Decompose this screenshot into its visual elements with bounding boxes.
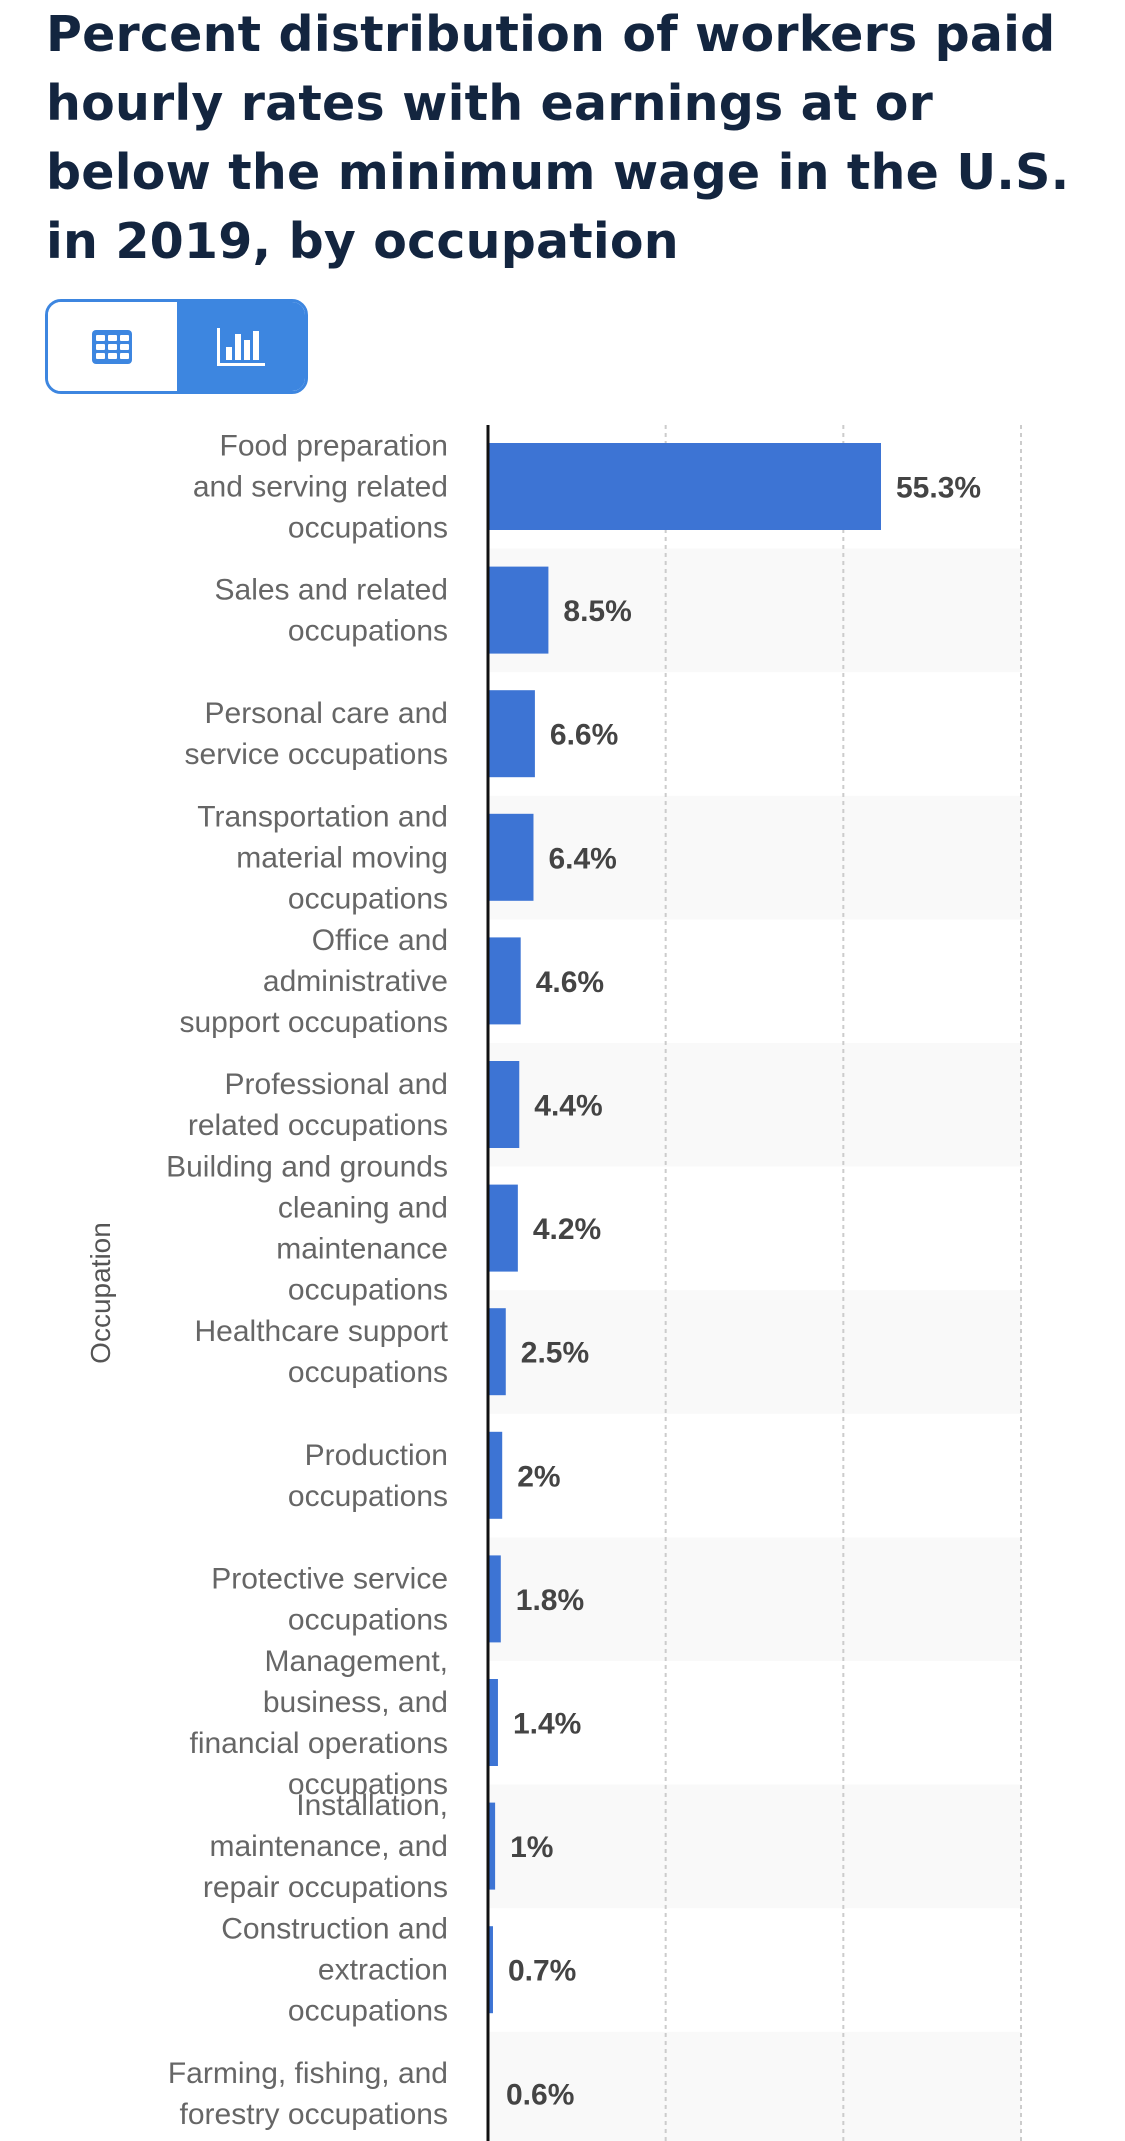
value-label: 8.5% (563, 595, 631, 628)
gridlines (664, 425, 1022, 2141)
bar[interactable] (488, 1308, 506, 1396)
category-label: Construction and extraction occupations (221, 1913, 448, 2028)
bar[interactable] (488, 443, 881, 530)
category-label: Sales and related occupations (215, 574, 449, 648)
category-label: Protective service occupations (211, 1562, 448, 1636)
bar[interactable] (488, 1431, 503, 1519)
value-label: 1% (510, 1831, 553, 1864)
value-label: 55.3% (896, 472, 981, 505)
category-labels: Food preparation and serving related occup… (166, 430, 449, 2131)
row-stripe (488, 2031, 1021, 2141)
bar[interactable] (488, 1802, 496, 1890)
view-toggle (45, 299, 308, 394)
category-label: Production occupations (288, 1439, 448, 1513)
value-label: 6.4% (548, 842, 616, 875)
bar[interactable] (488, 1926, 493, 2014)
value-label: 2% (517, 1460, 560, 1493)
value-label: 4.4% (534, 1090, 602, 1123)
row-stripe (488, 795, 1021, 920)
bar[interactable] (488, 937, 521, 1025)
category-label: Food preparation and serving related occup… (193, 430, 448, 545)
category-label: Management, business, and financial operat… (189, 1645, 448, 1801)
y-axis-title: Occupation (85, 1222, 116, 1364)
category-label: Professional and related occupations (188, 1068, 448, 1142)
row-stripe (488, 1290, 1021, 1414)
category-label: Farming, fishing, and forestry occupation… (168, 2057, 448, 2131)
chart-title: Percent distribution of workers paid hou… (46, 6, 1070, 270)
bar[interactable] (488, 1679, 498, 1766)
bar[interactable] (488, 566, 549, 654)
row-stripe (488, 1537, 1021, 1661)
row-stripes (488, 548, 1021, 2141)
bar[interactable] (488, 813, 534, 901)
bar[interactable] (488, 690, 535, 778)
bars (488, 443, 881, 2014)
category-label: Personal care and service occupations (185, 697, 448, 771)
category-label: Installation, maintenance, and repair occu… (203, 1789, 448, 1904)
table-view-button[interactable] (48, 302, 177, 391)
value-labels: 55.3% 8.5% 6.6% 6.4% 4.6% 4.4% 4.2% 2.5% 2% 1.8% 1… (506, 472, 981, 2112)
category-label: Office and administrative support occupati… (179, 924, 448, 1039)
row-stripe (488, 1784, 1021, 1909)
bar[interactable] (488, 1555, 501, 1643)
row-stripe (488, 548, 1021, 673)
value-label: 1.8% (516, 1584, 584, 1617)
chart-view-button[interactable] (176, 302, 305, 391)
value-label: 6.6% (550, 719, 618, 752)
bar[interactable] (488, 1184, 518, 1272)
table-icon (92, 329, 133, 364)
bar[interactable] (488, 1061, 520, 1148)
category-label: Transportation and material moving occupat… (197, 800, 448, 915)
value-label: 1.4% (513, 1708, 581, 1741)
category-label: Healthcare support occupations (195, 1315, 449, 1389)
value-label: 4.6% (536, 966, 604, 999)
value-label: 0.6% (506, 2078, 574, 2111)
value-label: 2.5% (521, 1337, 589, 1370)
category-label: Building and grounds cleaning and maintena… (166, 1151, 448, 1307)
value-label: 0.7% (508, 1955, 576, 1988)
bar-chart-icon (216, 327, 265, 366)
value-label: 4.2% (533, 1213, 601, 1246)
row-stripe (488, 1043, 1021, 1167)
